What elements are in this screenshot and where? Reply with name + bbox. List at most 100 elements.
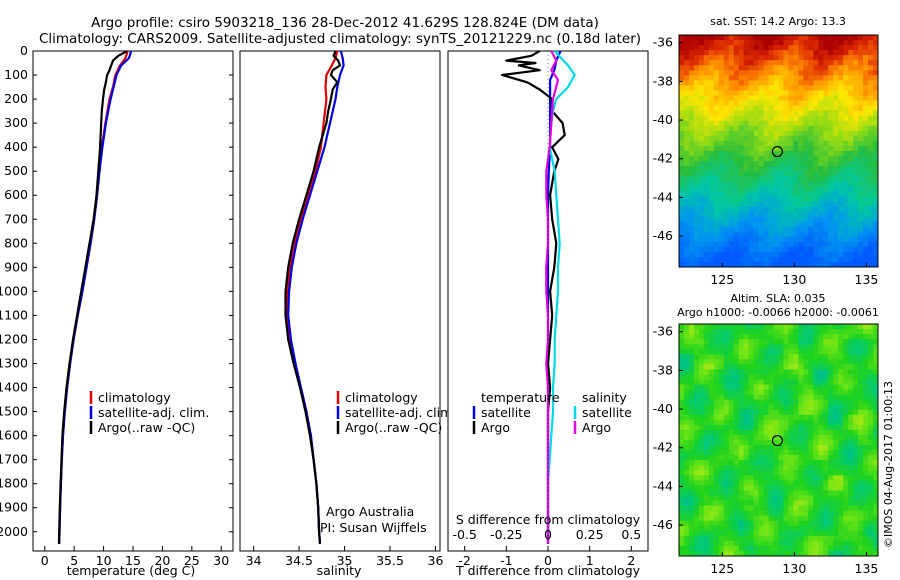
heatmap-cell bbox=[798, 324, 804, 330]
heatmap-cell bbox=[798, 100, 804, 107]
heatmap-cell bbox=[828, 480, 834, 486]
heatmap-cell bbox=[838, 349, 844, 355]
heatmap-cell bbox=[793, 50, 799, 56]
heatmap-cell bbox=[688, 440, 695, 446]
heatmap-cell bbox=[843, 50, 849, 56]
heatmap-cell bbox=[843, 550, 849, 557]
heatmap-cell bbox=[873, 490, 879, 496]
heatmap-cell bbox=[853, 399, 859, 406]
heatmap-cell bbox=[723, 359, 730, 365]
heatmap-cell bbox=[788, 525, 794, 532]
heatmap-cell bbox=[753, 525, 760, 532]
heatmap-cell bbox=[868, 520, 874, 527]
heatmap-cell bbox=[773, 45, 779, 51]
heatmap-cell bbox=[698, 424, 705, 431]
heatmap-cell bbox=[693, 241, 700, 248]
heatmap-cell bbox=[863, 485, 869, 491]
heatmap-cell bbox=[793, 520, 799, 527]
heatmap-cell bbox=[858, 75, 864, 81]
heatmap-cell bbox=[873, 251, 879, 258]
heatmap-cell bbox=[778, 75, 784, 81]
heatmap-cell bbox=[868, 90, 874, 96]
heatmap-cell bbox=[693, 181, 700, 187]
heatmap-cell bbox=[733, 440, 740, 446]
heatmap-cell bbox=[783, 485, 789, 491]
heatmap-cell bbox=[783, 324, 789, 330]
heatmap-cell bbox=[823, 540, 829, 547]
heatmap-cell bbox=[718, 151, 725, 157]
heatmap-cell bbox=[848, 191, 854, 197]
heatmap-cell bbox=[693, 399, 700, 406]
heatmap-cell bbox=[763, 176, 769, 182]
heatmap-cell bbox=[688, 181, 695, 187]
heatmap-cell bbox=[693, 115, 700, 122]
heatmap-cell bbox=[743, 60, 750, 66]
heatmap-cell bbox=[863, 115, 869, 122]
heatmap-cell bbox=[683, 206, 690, 212]
heatmap-cell bbox=[778, 329, 784, 335]
heatmap-cell bbox=[758, 369, 764, 375]
heatmap-cell bbox=[773, 216, 779, 223]
heatmap-cell bbox=[808, 515, 814, 522]
heatmap-cell bbox=[763, 60, 769, 66]
heatmap-cell bbox=[868, 359, 874, 365]
legend-label-climatology: climatology bbox=[345, 390, 418, 405]
heatmap-cell bbox=[763, 339, 769, 345]
heatmap-cell bbox=[758, 329, 764, 335]
heatmap-cell bbox=[723, 110, 730, 117]
heatmap-cell bbox=[823, 460, 829, 466]
heatmap-cell bbox=[753, 394, 760, 401]
heatmap-cell bbox=[728, 364, 735, 370]
heatmap-cell bbox=[803, 434, 809, 441]
heatmap-cell bbox=[793, 379, 799, 385]
heatmap-cell bbox=[833, 80, 839, 86]
heatmap-cell bbox=[853, 236, 859, 243]
heatmap-cell bbox=[823, 130, 829, 137]
heatmap-cell bbox=[803, 65, 809, 71]
heatmap-cell bbox=[833, 354, 839, 360]
heatmap-cell bbox=[728, 490, 735, 496]
heatmap-cell bbox=[828, 495, 834, 501]
heatmap-cell bbox=[798, 95, 804, 101]
x-tick-label: -2 bbox=[458, 553, 470, 568]
heatmap-cell bbox=[733, 60, 740, 66]
heatmap-cell bbox=[683, 404, 690, 411]
heatmap-cell bbox=[703, 450, 710, 456]
heatmap-cell bbox=[768, 110, 774, 117]
heatmap-cell bbox=[853, 110, 859, 117]
heatmap-cell bbox=[763, 434, 769, 441]
heatmap-cell bbox=[738, 470, 745, 476]
heatmap-cell bbox=[768, 231, 774, 238]
heatmap-cell bbox=[743, 251, 750, 258]
heatmap-cell bbox=[818, 145, 824, 152]
heatmap-cell bbox=[728, 206, 735, 212]
heatmap-cell bbox=[708, 95, 715, 101]
heatmap-cell bbox=[788, 191, 794, 197]
heatmap-cell bbox=[758, 414, 764, 421]
heatmap-cell bbox=[683, 181, 690, 187]
heatmap-cell bbox=[723, 135, 730, 142]
heatmap-cell bbox=[803, 211, 809, 217]
heatmap-cell bbox=[728, 156, 735, 162]
heatmap-cell bbox=[873, 399, 879, 406]
heatmap-cell bbox=[853, 176, 859, 182]
heatmap-cell bbox=[833, 90, 839, 96]
heatmap-cell bbox=[688, 364, 695, 370]
heatmap-cell bbox=[828, 324, 834, 330]
heatmap-cell bbox=[708, 105, 715, 112]
heatmap-cell bbox=[683, 334, 690, 340]
heatmap-cell bbox=[843, 95, 849, 101]
heatmap-cell bbox=[743, 120, 750, 127]
heatmap-cell bbox=[858, 495, 864, 501]
heatmap-cell bbox=[683, 241, 690, 248]
heatmap-cell bbox=[768, 324, 774, 330]
heatmap-cell bbox=[743, 434, 750, 441]
heatmap-cell bbox=[813, 324, 819, 330]
heatmap-cell bbox=[798, 414, 804, 421]
heatmap-cell bbox=[808, 181, 814, 187]
heatmap-cell bbox=[828, 85, 834, 91]
heatmap-cell bbox=[733, 384, 740, 390]
heatmap-cell bbox=[753, 465, 760, 471]
heatmap-cell bbox=[863, 151, 869, 157]
heatmap-cell bbox=[873, 465, 879, 471]
